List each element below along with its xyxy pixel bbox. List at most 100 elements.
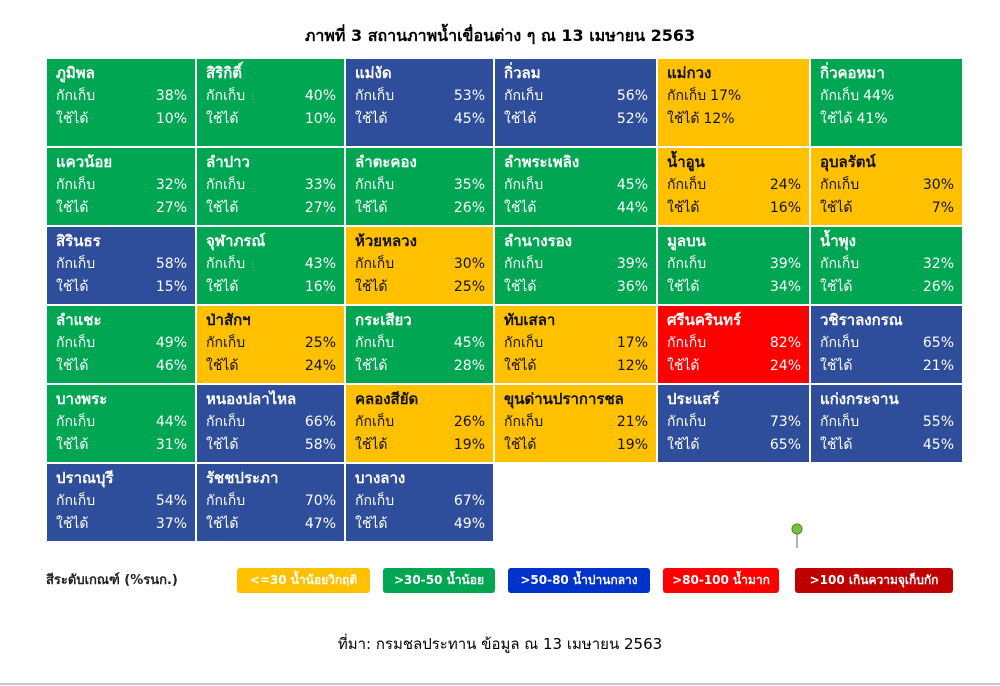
dam-usable-label: ใช้ได้ xyxy=(355,111,388,127)
dam-cell: ห้วยหลวง กักเก็บ 30% ใช้ได้ 25% xyxy=(345,226,494,305)
dam-storage-value: 53% xyxy=(453,88,485,104)
dam-cell: สิริกิติ์ กักเก็บ 40% ใช้ได้ 10% xyxy=(196,58,345,147)
dam-storage-label: กักเก็บ xyxy=(56,256,96,272)
dam-storage-value: 56% xyxy=(616,88,648,104)
dam-cell: มูลบน กักเก็บ 39% ใช้ได้ 34% xyxy=(657,226,810,305)
dam-usable-value: 21% xyxy=(922,358,954,374)
dam-storage-value: 17% xyxy=(616,335,648,351)
dam-storage-value: 49% xyxy=(155,335,187,351)
dam-usable-value: 45% xyxy=(922,437,954,453)
dam-usable-label: ใช้ได้ xyxy=(820,437,853,453)
dam-usable-label: ใช้ได้ xyxy=(355,516,388,532)
dam-name: ลำนางรอง xyxy=(504,232,573,250)
dam-cell: กิ่วลม กักเก็บ 56% ใช้ได้ 52% xyxy=(494,58,657,147)
dam-name: วชิราลงกรณ xyxy=(820,311,903,329)
dam-usable-row: ใช้ได้ 21% xyxy=(820,355,954,378)
dam-storage-label: กักเก็บ xyxy=(355,256,395,272)
dam-cell: ลำปาว กักเก็บ 33% ใช้ได้ 27% xyxy=(196,147,345,226)
dam-usable-row: ใช้ได้ 28% xyxy=(355,355,485,378)
dam-storage-label: กักเก็บ xyxy=(504,177,544,193)
dam-storage-row: กักเก็บ 30% xyxy=(355,253,485,276)
dam-usable-row: ใช้ได้ 36% xyxy=(504,276,648,299)
dam-name: ภูมิพล xyxy=(56,64,95,82)
dam-usable-value: 37% xyxy=(155,516,187,532)
dam-usable-value: 10% xyxy=(155,111,187,127)
dam-storage-label: กักเก็บ xyxy=(206,335,246,351)
dam-usable-row: ใช้ได้ 41% xyxy=(820,108,954,131)
source-note: ที่มา: กรมชลประทาน ข้อมูล ณ 13 เมษายน 25… xyxy=(337,635,663,653)
dam-usable-label: ใช้ได้ xyxy=(504,437,537,453)
dam-storage-value: 26% xyxy=(453,414,485,430)
dam-usable-row: ใช้ได้ 52% xyxy=(504,108,648,131)
dam-storage-row: กักเก็บ 45% xyxy=(504,174,648,197)
dam-usable-row: ใช้ได้ 15% xyxy=(56,276,187,299)
dam-usable-label: ใช้ได้ xyxy=(206,200,239,216)
dam-usable-value: 36% xyxy=(616,279,648,295)
dam-storage-value: 55% xyxy=(922,414,954,430)
dam-usable-value: 41% xyxy=(856,111,888,127)
dam-name: กิ่วคอหมา xyxy=(820,64,885,82)
dam-usable-label: ใช้ได้ xyxy=(820,200,853,216)
dam-usable-row: ใช้ได้ 46% xyxy=(56,355,187,378)
dam-cell: ลำตะคอง กักเก็บ 35% ใช้ได้ 26% xyxy=(345,147,494,226)
dam-name: ห้วยหลวง xyxy=(355,232,417,250)
dam-storage-label: กักเก็บ xyxy=(504,335,544,351)
dam-cell: บางพระ กักเก็บ 44% ใช้ได้ 31% xyxy=(46,384,196,463)
dam-storage-row: กักเก็บ 39% xyxy=(504,253,648,276)
dam-usable-row: ใช้ได้ 24% xyxy=(206,355,336,378)
dam-cell: ขุนด่านปราการชล กักเก็บ 21% ใช้ได้ 19% xyxy=(494,384,657,463)
dam-storage-label: กักเก็บ xyxy=(206,256,246,272)
dam-storage-row: กักเก็บ 24% xyxy=(667,174,801,197)
dam-usable-row: ใช้ได้ 7% xyxy=(820,197,954,220)
dam-storage-label: กักเก็บ xyxy=(504,88,544,104)
dam-cell: ทับเสลา กักเก็บ 17% ใช้ได้ 12% xyxy=(494,305,657,384)
dam-storage-row: กักเก็บ 82% xyxy=(667,332,801,355)
dam-name: จุฬาภรณ์ xyxy=(206,232,266,250)
dam-usable-row: ใช้ได้ 34% xyxy=(667,276,801,299)
dam-name: แม่กวง xyxy=(667,64,712,82)
dam-storage-row: กักเก็บ 40% xyxy=(206,85,336,108)
dam-storage-value: 40% xyxy=(304,88,336,104)
dam-usable-value: 47% xyxy=(304,516,336,532)
dam-usable-value: 26% xyxy=(922,279,954,295)
dam-cell: กิ่วคอหมา กักเก็บ 44% ใช้ได้ 41% xyxy=(810,58,963,147)
dam-storage-row: กักเก็บ 25% xyxy=(206,332,336,355)
dam-storage-label: กักเก็บ xyxy=(820,414,860,430)
dam-storage-value: 21% xyxy=(616,414,648,430)
dam-storage-label: กักเก็บ xyxy=(820,177,860,193)
dam-name: ป่าสักฯ xyxy=(206,311,251,329)
dam-storage-label: กักเก็บ xyxy=(667,414,707,430)
dam-name: ขุนด่านปราการชล xyxy=(504,390,624,408)
dam-storage-row: กักเก็บ 17% xyxy=(667,85,801,108)
dam-storage-label: กักเก็บ xyxy=(504,414,544,430)
dam-usable-value: 16% xyxy=(769,200,801,216)
dam-name: คลองสียัด xyxy=(355,390,419,408)
dam-storage-row: กักเก็บ 66% xyxy=(206,411,336,434)
dam-storage-row: กักเก็บ 33% xyxy=(206,174,336,197)
dam-storage-value: 66% xyxy=(304,414,336,430)
dam-storage-value: 33% xyxy=(304,177,336,193)
dam-cell: แม่กวง กักเก็บ 17% ใช้ได้ 12% xyxy=(657,58,810,147)
dam-cell: บางลาง กักเก็บ 67% ใช้ได้ 49% xyxy=(345,463,494,542)
dam-cell: รัชชประภา กักเก็บ 70% ใช้ได้ 47% xyxy=(196,463,345,542)
dam-usable-value: 44% xyxy=(616,200,648,216)
dam-cell: น้ำพุง กักเก็บ 32% ใช้ได้ 26% xyxy=(810,226,963,305)
dam-storage-row: กักเก็บ 70% xyxy=(206,490,336,513)
dam-usable-value: 27% xyxy=(155,200,187,216)
dam-usable-value: 16% xyxy=(304,279,336,295)
dam-usable-label: ใช้ได้ xyxy=(355,358,388,374)
dam-storage-value: 44% xyxy=(863,88,895,104)
dam-cell: แควน้อย กักเก็บ 32% ใช้ได้ 27% xyxy=(46,147,196,226)
dam-usable-value: 65% xyxy=(769,437,801,453)
dam-storage-row: กักเก็บ 21% xyxy=(504,411,648,434)
dam-name: แควน้อย xyxy=(56,153,113,171)
dam-storage-row: กักเก็บ 32% xyxy=(56,174,187,197)
dam-usable-row: ใช้ได้ 49% xyxy=(355,513,485,536)
dam-cell: อุบลรัตน์ กักเก็บ 30% ใช้ได้ 7% xyxy=(810,147,963,226)
dam-name: แม่งัด xyxy=(355,64,392,82)
dam-usable-value: 28% xyxy=(453,358,485,374)
dam-storage-label: กักเก็บ xyxy=(820,256,860,272)
legend-item: <=30 น้ำน้อยวิกฤติ xyxy=(237,568,370,593)
dam-storage-row: กักเก็บ 35% xyxy=(355,174,485,197)
dam-usable-row: ใช้ได้ 19% xyxy=(355,434,485,457)
